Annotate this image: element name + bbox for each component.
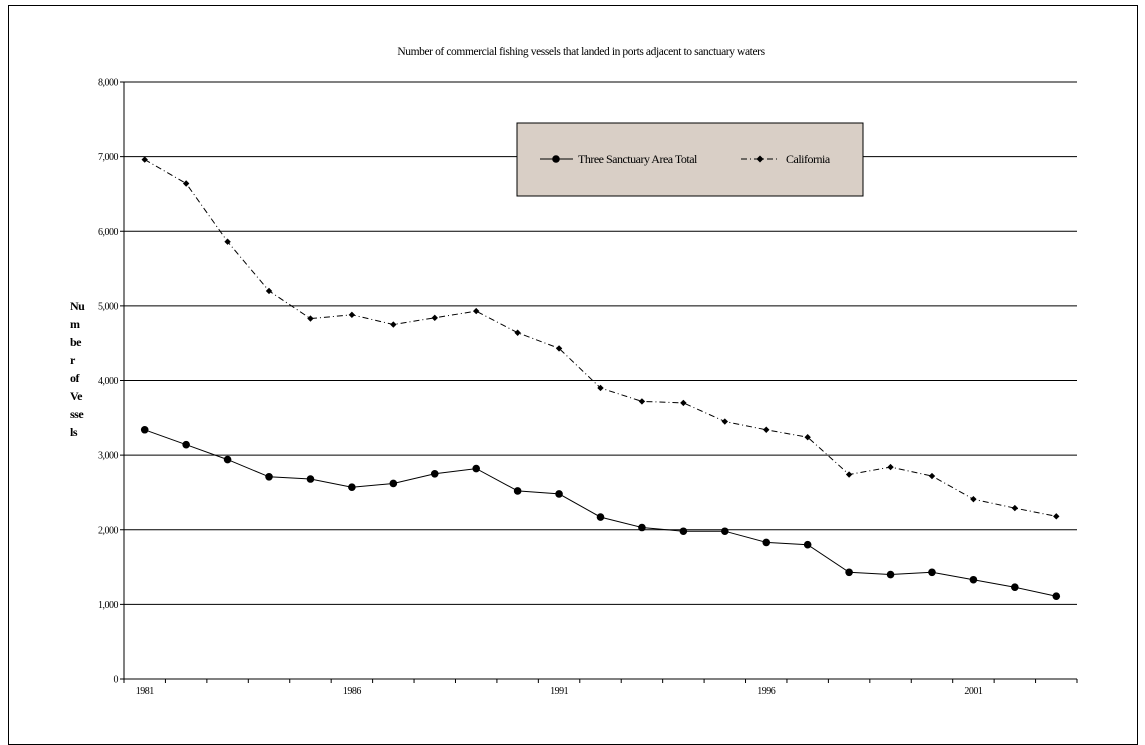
y-tick-label: 5,000 (98, 301, 119, 312)
data-point (431, 314, 438, 322)
legend: Three Sanctuary Area Total California (516, 122, 864, 197)
data-point (555, 345, 563, 352)
y-tick-label: 4,000 (98, 376, 119, 387)
y-label-fragment: Nu (70, 299, 85, 313)
data-point (389, 479, 398, 488)
data-point (928, 472, 936, 480)
data-point (804, 434, 811, 441)
data-point (970, 495, 977, 503)
legend-marker-california (756, 155, 764, 163)
x-tick-label: 2001 (964, 686, 983, 697)
legend-label-three-sanctuary: Three Sanctuary Area Total (578, 152, 698, 166)
data-point (1011, 504, 1019, 512)
x-tick-label: 1981 (136, 686, 155, 697)
y-tick-label: 2,000 (98, 525, 119, 536)
data-point (513, 487, 522, 495)
y-tick-label: 3,000 (98, 451, 119, 462)
data-point (1011, 583, 1019, 592)
y-tick-label: 0 (114, 675, 119, 686)
data-point (1052, 592, 1061, 600)
data-point (638, 523, 646, 532)
data-point (224, 238, 231, 245)
chart-title: Number of commercial fishing vessels tha… (397, 46, 765, 58)
data-point (430, 469, 439, 478)
data-point (182, 440, 190, 449)
y-label-fragment: of (70, 371, 81, 385)
data-point (265, 287, 273, 295)
data-point (928, 568, 936, 577)
data-point (803, 540, 812, 549)
data-point (679, 527, 688, 536)
y-label-fragment: m (70, 317, 80, 331)
line-chart: Number of commercial fishing vessels tha… (70, 46, 1078, 697)
data-point (223, 455, 232, 464)
gridlines (124, 81, 1077, 605)
y-label-fragment: be (70, 335, 82, 349)
y-tick-label: 6,000 (98, 227, 119, 238)
data-point (969, 575, 978, 584)
data-point (307, 315, 314, 322)
data-point (721, 418, 729, 425)
data-point (638, 398, 646, 405)
data-point (472, 307, 480, 315)
data-point (265, 472, 273, 481)
x-tick-label: 1991 (550, 686, 569, 697)
y-label-fragment: Ve (70, 389, 83, 403)
data-point (845, 568, 853, 577)
data-point (348, 483, 356, 492)
axes: 0 1,000 2,000 3,000 4,000 5,000 6,000 7,000 8,00… (98, 78, 1078, 697)
legend-marker-three-sanctuary (552, 155, 560, 163)
y-tick-label: 7,000 (98, 152, 119, 163)
legend-box (516, 122, 864, 197)
data-point (390, 321, 397, 328)
data-point (141, 156, 148, 163)
data-point (555, 490, 563, 498)
data-point (514, 329, 521, 336)
data-point (348, 311, 356, 319)
data-point (472, 464, 480, 473)
data-point (763, 426, 770, 433)
data-point (887, 463, 894, 471)
data-point (762, 538, 771, 547)
x-tick-label: 1986 (343, 686, 362, 697)
data-point (845, 471, 853, 478)
data-point (680, 399, 687, 407)
data-point (596, 513, 605, 521)
series-line-california (144, 159, 1057, 517)
data-point (886, 570, 895, 579)
data-point (306, 475, 315, 483)
legend-label-california: California (786, 152, 831, 166)
data-point (182, 180, 190, 187)
data-point (597, 384, 604, 392)
y-label-fragment: ls (70, 425, 78, 439)
series-lines (140, 156, 1061, 600)
data-point (721, 527, 729, 536)
data-point (140, 425, 149, 434)
x-tick-label: 1996 (757, 686, 776, 697)
y-axis-label: Nu m be r of Ve sse ls (70, 299, 86, 439)
data-point (1053, 513, 1060, 520)
y-tick-label: 8,000 (98, 78, 119, 89)
y-label-fragment: r (70, 353, 76, 367)
y-label-fragment: sse (70, 407, 84, 421)
y-tick-label: 1,000 (98, 600, 119, 611)
